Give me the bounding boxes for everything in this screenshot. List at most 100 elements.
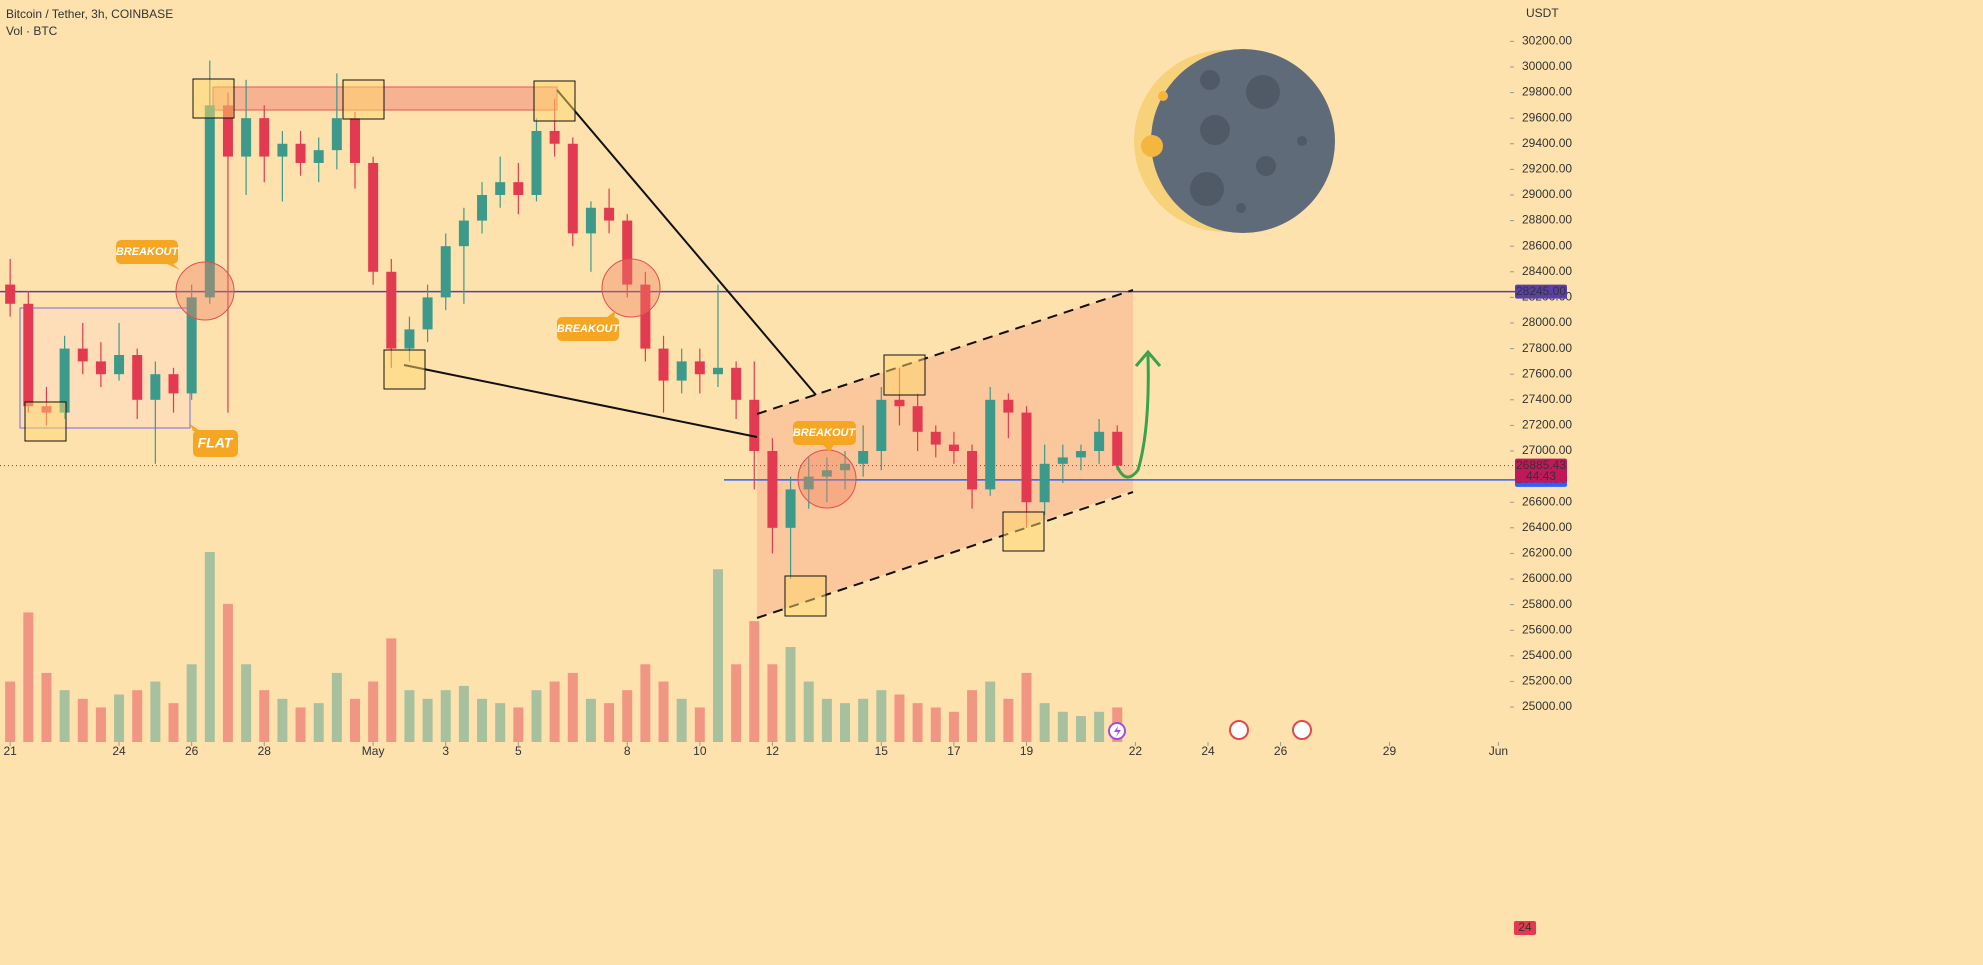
candle-body — [150, 374, 161, 400]
x-tick-label: 29 — [1383, 744, 1397, 758]
callout-tail — [190, 424, 200, 431]
volume-bar — [1003, 698, 1014, 742]
x-tick-label: 24 — [1201, 744, 1215, 758]
callout — [793, 421, 856, 445]
callout-tail — [165, 263, 180, 270]
event-icon[interactable] — [1292, 720, 1312, 740]
crater — [1200, 115, 1230, 145]
callouts: BREAKOUT BREAKOUT BREAKOUT FLAT — [116, 240, 856, 457]
candle-body — [676, 361, 687, 381]
y-tick-label: 26200.00 — [1522, 546, 1572, 560]
time-badge-label: 24 — [1518, 920, 1532, 934]
candle-body — [77, 348, 88, 362]
event-icon-glyph — [1114, 726, 1121, 737]
candle-body — [277, 143, 288, 157]
crater — [1141, 135, 1163, 157]
x-tick-label: 17 — [947, 744, 961, 758]
callout — [116, 240, 178, 264]
volume-bar — [1057, 711, 1068, 742]
volume-bar — [767, 664, 778, 742]
candle-body — [349, 118, 360, 163]
currency-label: USDT — [1526, 6, 1559, 20]
chart-subtitle: Vol · BTC — [6, 24, 58, 38]
y-tick-label: 29200.00 — [1522, 162, 1572, 176]
candle-body — [858, 451, 869, 464]
y-tick-label: 28600.00 — [1522, 238, 1572, 252]
y-tick-label: 25400.00 — [1522, 648, 1572, 662]
box — [883, 354, 926, 396]
candle-body — [368, 162, 379, 272]
time-badge-bg — [1514, 921, 1536, 935]
candle-body — [186, 297, 197, 394]
volume-bar — [440, 690, 451, 742]
volume-bar — [930, 707, 941, 742]
candle-body — [803, 476, 814, 490]
callout — [557, 317, 619, 341]
candle-body — [985, 399, 996, 490]
price-badge-label: 28245.00 — [1516, 284, 1566, 298]
volume-bar — [259, 690, 270, 742]
candle-body — [567, 143, 578, 234]
volume-bar — [495, 703, 506, 742]
candle-body — [477, 194, 488, 221]
y-tick-label: 27600.00 — [1522, 366, 1572, 380]
last-price-label: 26885.43 — [1516, 458, 1566, 472]
candle-body — [458, 220, 469, 247]
candle-body — [622, 220, 633, 285]
box — [1002, 511, 1045, 552]
event-icon[interactable] — [1229, 720, 1249, 740]
candle-body — [712, 367, 723, 375]
callout-tail — [606, 310, 616, 318]
y-tick-label: 30000.00 — [1522, 59, 1572, 73]
candle-body — [331, 118, 342, 151]
volume-bar — [948, 711, 959, 742]
candle-body — [386, 271, 397, 349]
volume-bar — [731, 664, 742, 742]
box — [784, 575, 827, 617]
volume-bar — [785, 647, 796, 742]
candle-body — [767, 451, 778, 528]
volume-bar — [1039, 703, 1050, 742]
volume-bar — [132, 690, 143, 742]
candle-body — [422, 297, 433, 330]
candle-body — [1039, 463, 1050, 503]
y-tick-label: 29000.00 — [1522, 187, 1572, 201]
candle-body — [604, 207, 615, 221]
volume-bar — [313, 703, 324, 742]
candle-body — [114, 354, 125, 375]
box — [533, 80, 576, 122]
candle-body — [967, 451, 978, 490]
candle-body — [259, 118, 270, 157]
y-tick-label: 29800.00 — [1522, 85, 1572, 99]
x-tick-label: 24 — [112, 744, 126, 758]
crater — [1256, 156, 1276, 176]
volume-bar — [204, 552, 215, 742]
crater — [1297, 136, 1307, 146]
channel-line — [756, 289, 1134, 415]
event-icons — [1108, 720, 1312, 740]
volume-bar — [676, 698, 687, 742]
y-tick-label: 27000.00 — [1522, 443, 1572, 457]
volume-bar — [694, 707, 705, 742]
crater — [1158, 91, 1168, 101]
candle-body — [640, 284, 651, 349]
trend-line — [556, 89, 817, 396]
y-tick-label: 25000.00 — [1522, 699, 1572, 713]
x-tick-label: 28 — [258, 744, 272, 758]
volume-bar — [749, 621, 760, 742]
candle-body — [23, 303, 34, 407]
circle — [797, 449, 857, 509]
x-tick-label: 26 — [1274, 744, 1288, 758]
candle-body — [513, 182, 524, 195]
candle-body — [749, 399, 760, 452]
breakout-label: BREAKOUT — [116, 246, 180, 258]
volume-bar — [876, 690, 887, 742]
y-tick-label: 29600.00 — [1522, 110, 1572, 124]
candle-body — [948, 444, 959, 452]
x-tick-label: 15 — [875, 744, 889, 758]
chart-title: Bitcoin / Tether, 3h, COINBASE — [6, 7, 173, 21]
y-tick-label: 30200.00 — [1522, 34, 1572, 48]
y-tick-label: 26600.00 — [1522, 494, 1572, 508]
flat-label: FLAT — [198, 435, 234, 451]
